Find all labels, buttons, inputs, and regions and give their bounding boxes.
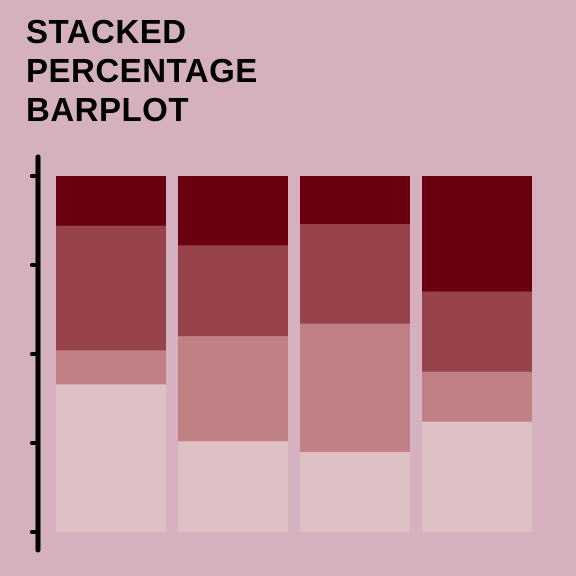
bar-segment-3-4 bbox=[300, 176, 410, 225]
bar-segment-1-1 bbox=[56, 384, 166, 532]
bar-segment-4-4 bbox=[422, 176, 532, 292]
bar-segment-4-3 bbox=[422, 291, 532, 372]
bar-segment-1-3 bbox=[56, 225, 166, 351]
bar-segment-4-2 bbox=[422, 371, 532, 422]
bar-segment-2-4 bbox=[178, 176, 288, 246]
bar-segment-2-2 bbox=[178, 336, 288, 442]
bars-group bbox=[56, 176, 532, 532]
chart-title-line-3: BARPLOT bbox=[26, 91, 189, 128]
chart-title-line-1: STACKED bbox=[26, 13, 187, 50]
bar-segment-1-2 bbox=[56, 350, 166, 385]
bar-segment-2-1 bbox=[178, 441, 288, 532]
chart-title: STACKED PERCENTAGE BARPLOT bbox=[26, 12, 258, 129]
bar-segment-1-4 bbox=[56, 176, 166, 226]
bar-segment-4-1 bbox=[422, 421, 532, 532]
bar-segment-3-1 bbox=[300, 451, 410, 532]
bar-segment-2-3 bbox=[178, 245, 288, 337]
bar-segment-3-3 bbox=[300, 224, 410, 324]
y-axis bbox=[30, 154, 41, 553]
bar-segment-3-2 bbox=[300, 323, 410, 452]
chart-title-line-2: PERCENTAGE bbox=[26, 52, 258, 89]
